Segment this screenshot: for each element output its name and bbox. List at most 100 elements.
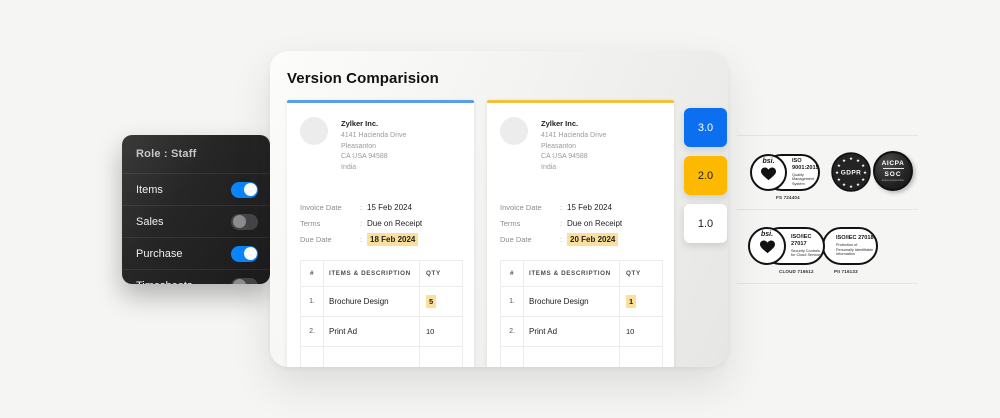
iso-27018-subtitle: Protection of Personally Identifiable In…: [836, 243, 874, 257]
qty-value: 10: [626, 327, 635, 336]
line-items-table: # ITEMS & DESCRIPTION QTY 1. Brochure De…: [500, 260, 663, 367]
table-row: 2. Print Ad 10: [300, 316, 463, 347]
col-header-qty: QTY: [419, 260, 463, 287]
qty-value: 5: [426, 295, 437, 308]
svg-text:★: ★: [842, 158, 847, 163]
invoice-date-value: 15 Feb 2024: [367, 202, 412, 212]
gdpr-label: GDPR: [841, 169, 861, 176]
line-items-table: # ITEMS & DESCRIPTION QTY 1. Brochure De…: [300, 260, 463, 367]
version-button-1-0[interactable]: 1.0: [684, 204, 727, 243]
col-header-num: #: [500, 260, 524, 287]
detail-label: Terms: [300, 218, 321, 228]
toggle-knob: [243, 183, 257, 196]
toggle-knob: [243, 247, 257, 260]
soc-label: SOC: [884, 170, 902, 178]
item-name: Brochure Design: [523, 286, 620, 317]
svg-text:★: ★: [849, 184, 854, 189]
svg-text:★: ★: [835, 170, 840, 175]
page-title: Version Comparision: [287, 70, 439, 87]
bsi-kitemark: bsi.: [748, 227, 786, 265]
role-item-label: Items: [136, 183, 163, 196]
address-line: India: [541, 163, 557, 171]
iso-9001-cert-number: FS 724404: [776, 195, 800, 200]
role-row-purchase: Purchase: [122, 237, 270, 269]
terms-value: Due on Receipt: [567, 218, 623, 228]
invoice-details: Invoice Date : 15 Feb 2024 Terms : Due o…: [500, 202, 623, 246]
item-name: Print Ad: [323, 316, 420, 347]
invoice-details: Invoice Date : 15 Feb 2024 Terms : Due o…: [300, 202, 423, 246]
version-button-3-0[interactable]: 3.0: [684, 108, 727, 147]
item-name: Brochure Design: [323, 286, 420, 317]
table-row: 1. Brochure Design 1: [500, 286, 663, 317]
timesheets-toggle[interactable]: [231, 277, 258, 284]
table-row: 2. Print Ad 10: [500, 316, 663, 347]
heart-kitemark-icon: [759, 240, 775, 254]
purchase-toggle[interactable]: [231, 245, 258, 262]
company-avatar: [500, 117, 528, 145]
company-avatar: [300, 117, 328, 145]
iso-27018-pill: ISO/IEC 27018 Protection of Personally I…: [822, 227, 878, 265]
svg-text:★: ★: [856, 182, 861, 187]
iso-27017-subtitle: Security Controls for Cloud Services: [791, 248, 823, 258]
svg-text:★: ★: [837, 163, 842, 168]
iso-9001-subtitle: Quality Management System: [792, 172, 815, 186]
detail-label: Invoice Date: [500, 202, 542, 212]
address-line: 4141 Hacienda Drive: [541, 132, 607, 139]
address-line: CA USA 94588: [341, 153, 388, 160]
company-name: Zylker Inc.: [541, 119, 579, 128]
invoice-header: Zylker Inc. 4141 Hacienda Drive Pleasant…: [500, 117, 663, 173]
address-line: India: [341, 163, 357, 171]
address-line: Pleasanton: [341, 142, 377, 150]
iso-9001-badge: ISO 9001:2015 Quality Management System …: [750, 154, 822, 200]
section-divider: [737, 135, 918, 136]
role-row-sales: Sales: [122, 205, 270, 237]
svg-text:★: ★: [861, 177, 866, 182]
detail-label: Due Date: [300, 234, 332, 244]
gdpr-badge: ★ ★★ ★★★ ★★★ ★★★ GDPR: [831, 152, 871, 192]
terms-value: Due on Receipt: [367, 218, 423, 228]
toggle-knob: [232, 215, 246, 228]
svg-text:★: ★: [849, 156, 854, 161]
address-line: CA USA 94588: [541, 153, 588, 160]
detail-label: Due Date: [500, 234, 532, 244]
svg-text:★: ★: [861, 163, 866, 168]
address-line: Pleasanton: [541, 142, 577, 150]
col-header-items: ITEMS & DESCRIPTION: [323, 260, 420, 287]
address-line: 4141 Hacienda Drive: [341, 132, 407, 139]
table-row-empty: [300, 346, 463, 367]
role-row-items: Items: [122, 173, 270, 205]
table-row: 1. Brochure Design 5: [300, 286, 463, 317]
version-button-2-0[interactable]: 2.0: [684, 156, 727, 195]
items-toggle[interactable]: [231, 181, 258, 198]
svg-text:★: ★: [856, 158, 861, 163]
toggle-knob: [232, 279, 246, 284]
invoice-header: Zylker Inc. 4141 Hacienda Drive Pleasant…: [300, 117, 463, 173]
section-divider: [737, 283, 918, 284]
aicpa-soc-badge: AICPA SOC aicpa.org/soc4so: [873, 151, 913, 191]
iso-27018-cert-number: PII 716133: [834, 269, 858, 274]
col-header-items: ITEMS & DESCRIPTION: [523, 260, 620, 287]
heart-kitemark-icon: [760, 167, 777, 181]
iso-27017-title: ISO/IEC 27017: [791, 234, 812, 247]
aicpa-label: AICPA: [881, 159, 905, 167]
role-row-timesheets: Timesheets: [122, 269, 270, 284]
sales-toggle[interactable]: [231, 213, 258, 230]
iso-9001-title: ISO 9001:2015: [792, 158, 819, 171]
version-selector: 3.0 2.0 1.0: [684, 108, 727, 252]
aicpa-url: aicpa.org/soc4so: [881, 178, 905, 183]
version-comparison-card: Version Comparision Zylker Inc. 4141 Hac…: [270, 51, 728, 367]
company-name: Zylker Inc.: [341, 119, 379, 128]
detail-label: Terms: [500, 218, 521, 228]
qty-value: 10: [426, 327, 435, 336]
detail-label: Invoice Date: [300, 202, 342, 212]
invoice-preview-v2: Zylker Inc. 4141 Hacienda Drive Pleasant…: [487, 100, 674, 367]
invoice-date-value: 15 Feb 2024: [567, 202, 612, 212]
svg-text:★: ★: [863, 170, 868, 175]
role-panel-title: Role : Staff: [136, 148, 197, 160]
role-permissions-panel: Role : Staff Items Sales Purchase Timesh…: [122, 135, 270, 284]
qty-value: 1: [626, 295, 637, 308]
section-divider: [737, 209, 918, 210]
col-header-qty: QTY: [619, 260, 663, 287]
table-row-empty: [500, 346, 663, 367]
